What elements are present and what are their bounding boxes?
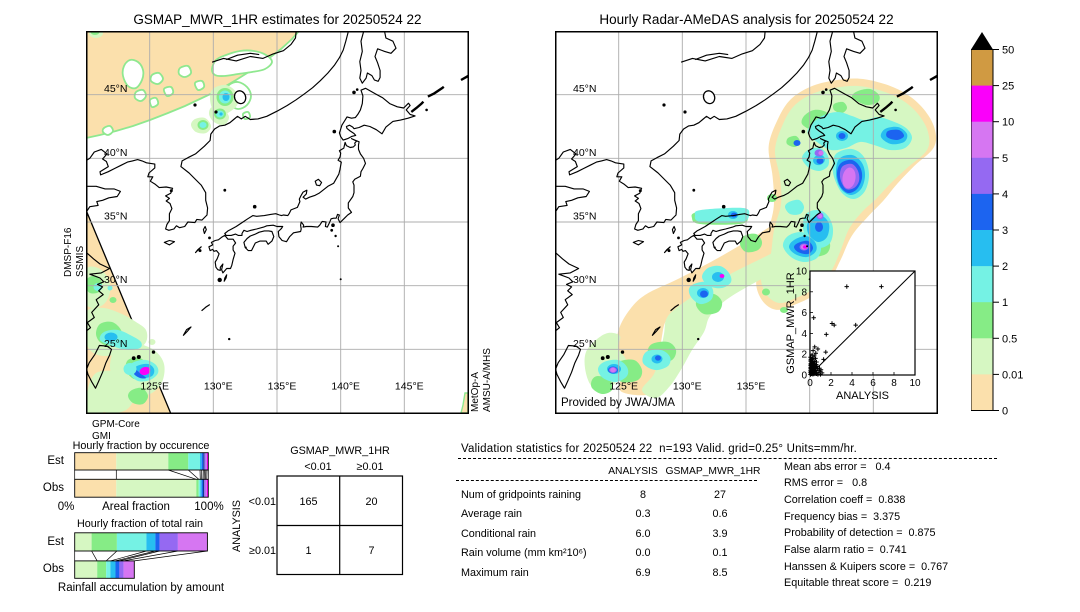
svg-text:125°E: 125°E <box>609 381 638 393</box>
svg-text:0: 0 <box>1002 406 1008 418</box>
svg-text:GSMAP_MWR_1HR: GSMAP_MWR_1HR <box>785 272 797 374</box>
svg-text:4: 4 <box>1002 189 1008 201</box>
svg-text:0.01: 0.01 <box>1002 369 1023 381</box>
svg-text:35°N: 35°N <box>104 211 127 223</box>
svg-text:2: 2 <box>1002 261 1008 273</box>
svg-text:25°N: 25°N <box>573 338 596 350</box>
svg-text:30°N: 30°N <box>573 274 596 286</box>
svg-text:8: 8 <box>801 287 807 298</box>
svg-text:10: 10 <box>796 267 808 278</box>
svg-text:1: 1 <box>1002 297 1008 309</box>
svg-text:25: 25 <box>1002 81 1014 93</box>
svg-text:45°N: 45°N <box>104 83 127 95</box>
svg-text:0: 0 <box>801 371 807 382</box>
svg-text:140°E: 140°E <box>331 381 360 393</box>
svg-text:5: 5 <box>1002 153 1008 165</box>
svg-text:ANALYSIS: ANALYSIS <box>836 390 889 402</box>
svg-text:130°E: 130°E <box>673 381 702 393</box>
svg-text:6: 6 <box>870 378 876 389</box>
svg-text:45°N: 45°N <box>573 83 596 95</box>
svg-text:135°E: 135°E <box>737 381 766 393</box>
svg-text:135°E: 135°E <box>268 381 297 393</box>
svg-text:8: 8 <box>891 378 897 389</box>
svg-text:0: 0 <box>807 378 813 389</box>
svg-text:2: 2 <box>828 378 834 389</box>
svg-text:2: 2 <box>801 350 807 361</box>
svg-text:50: 50 <box>1002 45 1014 57</box>
svg-text:3: 3 <box>1002 225 1008 237</box>
svg-text:10: 10 <box>1002 117 1014 129</box>
svg-text:130°E: 130°E <box>204 381 233 393</box>
svg-text:25°N: 25°N <box>104 338 127 350</box>
svg-text:30°N: 30°N <box>104 274 127 286</box>
svg-text:125°E: 125°E <box>140 381 169 393</box>
svg-text:40°N: 40°N <box>104 147 127 159</box>
svg-text:35°N: 35°N <box>573 211 596 223</box>
svg-text:0.5: 0.5 <box>1002 333 1017 345</box>
svg-text:145°E: 145°E <box>395 381 424 393</box>
svg-text:6: 6 <box>801 308 807 319</box>
svg-text:4: 4 <box>849 378 855 389</box>
svg-text:10: 10 <box>909 378 921 389</box>
svg-text:4: 4 <box>801 329 807 340</box>
svg-text:40°N: 40°N <box>573 147 596 159</box>
